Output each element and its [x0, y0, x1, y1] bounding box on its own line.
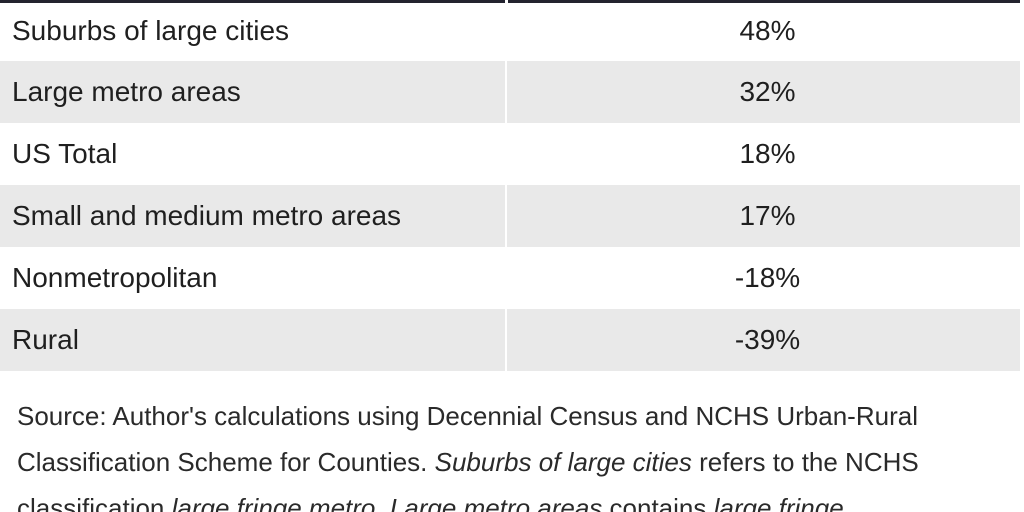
data-table: Suburbs of large cities 48% Large metro …: [0, 0, 1020, 371]
source-note: Source: Author's calculations using Dece…: [17, 393, 1017, 512]
table-row: Nonmetropolitan -18%: [0, 247, 1020, 309]
source-term-suburbs: Suburbs of large cities: [434, 447, 692, 477]
table-top-rule: [0, 0, 1020, 3]
row-label: Rural: [0, 309, 507, 371]
row-value: -18%: [734, 262, 801, 293]
row-label: US Total: [0, 123, 507, 185]
row-value: 32%: [506, 61, 1020, 123]
table-row: Large metro areas 32%: [0, 61, 1020, 123]
column-divider-gap: [505, 0, 508, 3]
source-text: .: [375, 493, 390, 512]
table-row: Suburbs of large cities 48%: [0, 0, 1020, 61]
row-label: Suburbs of large cities: [0, 0, 507, 61]
source-text: refers to the NCHS classification: [17, 447, 919, 512]
row-value: 17%: [506, 185, 1020, 247]
row-label: Large metro areas: [0, 61, 507, 123]
row-label: Small and medium metro areas: [0, 185, 507, 247]
source-text: contains: [602, 493, 714, 512]
table-row: Rural -39%: [0, 309, 1020, 371]
source-term-large-fringe-metro: large fringe metro: [171, 493, 376, 512]
source-term-large-fringe: large fringe: [713, 493, 844, 512]
row-value: -39%: [506, 309, 1020, 371]
row-label: Nonmetropolitan: [0, 247, 507, 309]
table-row: Small and medium metro areas 17%: [0, 185, 1020, 247]
table-row: US Total 18%: [0, 123, 1020, 185]
source-term-large-metro-areas: Large metro areas: [389, 493, 603, 512]
row-value: 18%: [739, 138, 796, 169]
row-value: 48%: [739, 14, 796, 46]
source-text: Source: Author's calculations using Dece…: [17, 401, 918, 477]
